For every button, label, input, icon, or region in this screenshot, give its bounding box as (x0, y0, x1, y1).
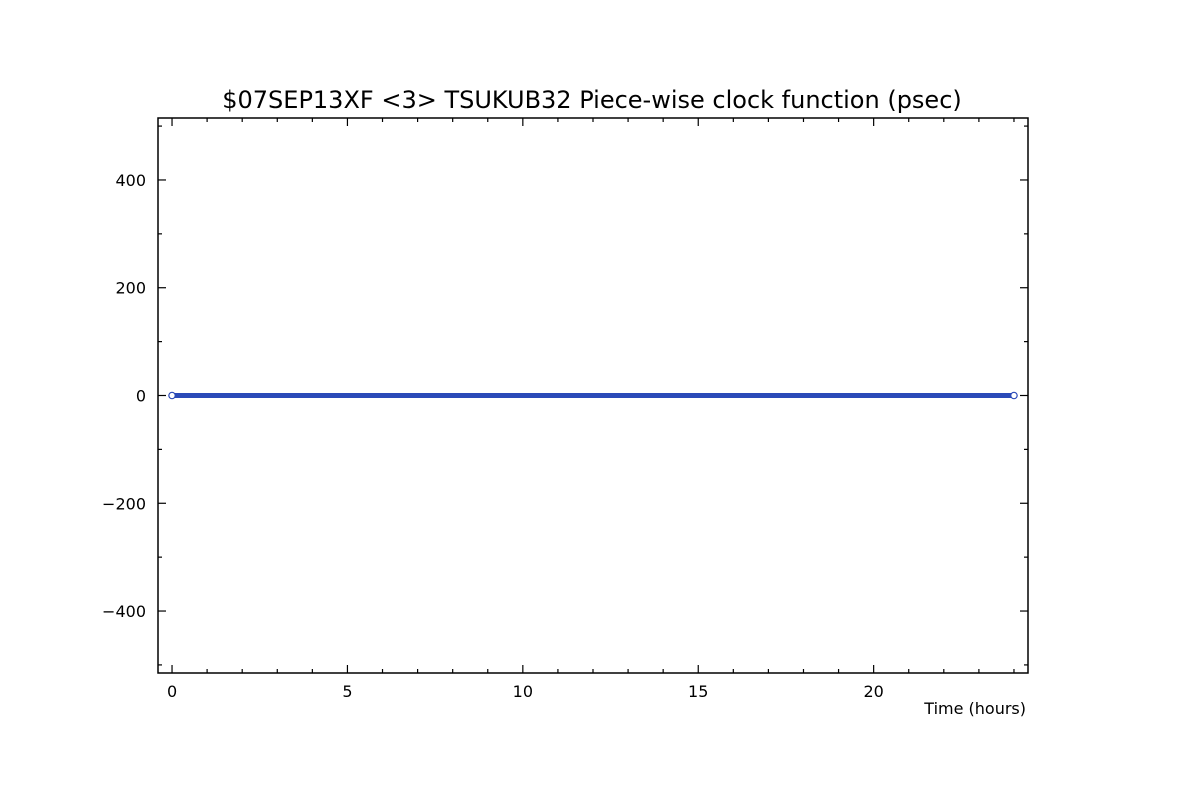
data-point (1010, 391, 1018, 400)
plot-frame (157, 117, 1029, 674)
series-layer (168, 391, 1018, 400)
x-tick-label: 0 (167, 682, 177, 701)
x-tick-label: 15 (688, 682, 708, 701)
x-tick-label: 20 (863, 682, 883, 701)
y-tick-label: 0 (136, 387, 146, 406)
y-tick-label: −200 (102, 494, 146, 513)
y-tick-label: −400 (102, 602, 146, 621)
x-axis-label: Time (hours) (923, 699, 1026, 718)
tick-labels: 0 5 10 15 20 400 200 0 −200 −400 (102, 171, 884, 701)
y-tick-label: 200 (115, 279, 146, 298)
x-tick-label: 10 (513, 682, 533, 701)
chart-title: $07SEP13XF <3> TSUKUB32 Piece-wise clock… (222, 86, 962, 114)
data-point (168, 391, 176, 400)
x-tick-label: 5 (342, 682, 352, 701)
y-tick-label: 400 (115, 171, 146, 190)
